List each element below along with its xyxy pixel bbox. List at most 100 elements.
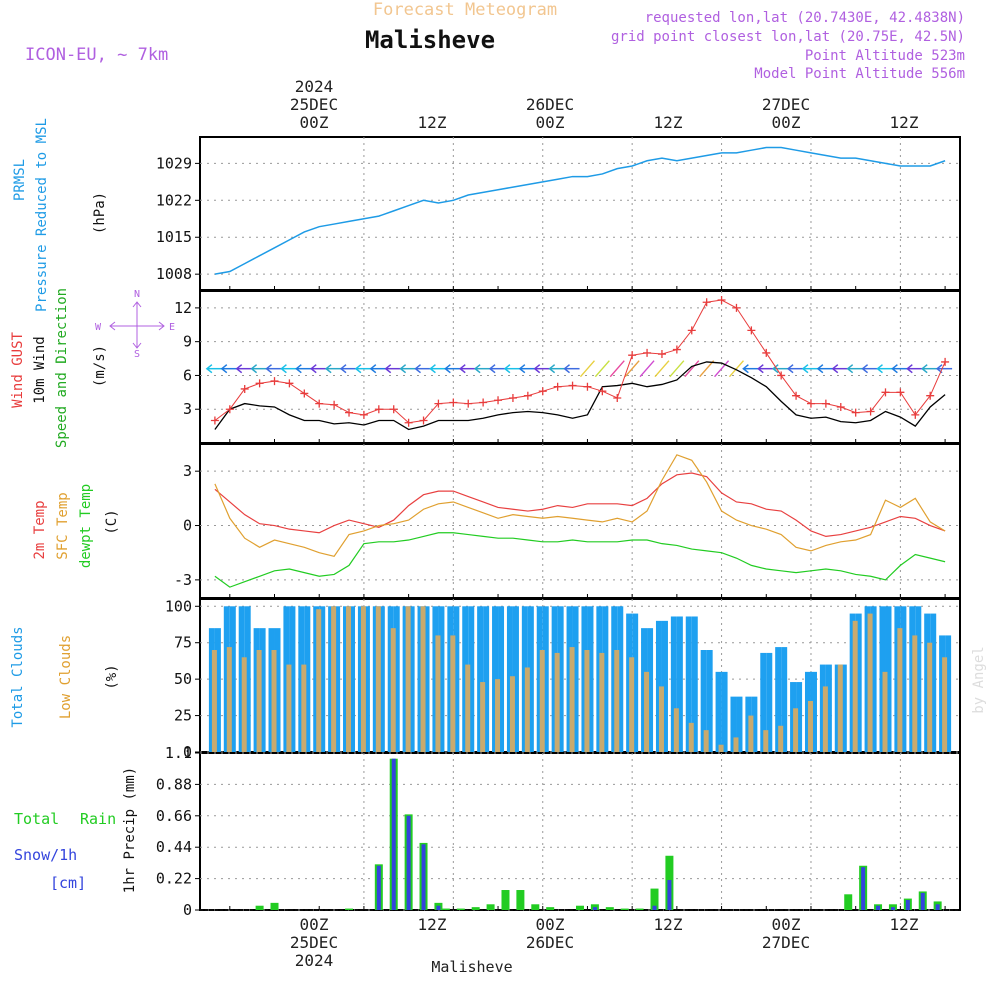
low-cloud-bar: [599, 652, 605, 752]
low-cloud-bar: [882, 671, 888, 752]
gust-marker: [702, 298, 711, 307]
total-cloud-bar: [438, 606, 445, 752]
total-cloud-bar: [542, 606, 549, 752]
wind-gust-label: Wind GUST: [10, 332, 26, 408]
gust-marker: [345, 408, 354, 417]
low-cloud-bar: [539, 650, 545, 752]
gust-marker: [583, 382, 592, 391]
low-cloud-bar: [822, 686, 828, 752]
total-cloud-bar: [334, 606, 341, 752]
low-cloud-bar: [346, 606, 352, 752]
pressure-line: [214, 146, 946, 275]
top-hour-label-3: 00Z: [536, 113, 565, 132]
wind-arrow: [699, 360, 715, 378]
low-cloud-bar: [942, 657, 948, 752]
total-cloud-bar: [512, 606, 519, 752]
rain-bar: [546, 907, 555, 910]
rain-bar: [844, 894, 853, 910]
gust-marker: [792, 391, 801, 400]
wind-arrow-head: [816, 364, 824, 374]
total-cloud-bar: [840, 664, 847, 752]
gust-marker: [777, 371, 786, 380]
low-cloud-bar: [331, 606, 337, 752]
wind-arrow: [714, 360, 730, 378]
wind-arrow-head: [235, 364, 243, 374]
gust-marker: [553, 382, 562, 391]
total-cloud-bar: [423, 606, 430, 752]
total-cloud-bar: [229, 606, 236, 752]
bottom-hour-label-1: 00Z: [300, 915, 329, 934]
low-cloud-bar: [495, 679, 501, 752]
wind-arrow: [594, 360, 610, 378]
wind-arrow: [684, 360, 700, 378]
wind-arrow-head: [280, 364, 287, 374]
low-cloud-bar: [271, 650, 277, 752]
total-cloud-bar: [587, 606, 594, 752]
total-cloud-bar: [766, 652, 773, 752]
total-cloud-bar: [244, 606, 251, 752]
compass-north: N: [134, 289, 140, 300]
bottom-day-label-2: 26DEC: [526, 933, 574, 952]
low-cloud-bar: [912, 635, 918, 752]
gust-marker: [389, 405, 398, 414]
wind-arrow-head: [324, 364, 332, 374]
temp-sfc-line: [214, 454, 946, 558]
rain-bar: [531, 904, 540, 910]
top-hour-label-6: 12Z: [890, 113, 919, 132]
y-tick-label: -3: [174, 571, 192, 589]
location-title: Malisheve: [365, 26, 495, 54]
total-cloud-bar: [259, 628, 266, 752]
gust-marker: [359, 410, 368, 419]
y-tick-label: 1022: [156, 191, 192, 209]
rain-bar: [486, 904, 495, 910]
total-clouds-label: Total Clouds: [10, 626, 26, 727]
y-tick-label: 1008: [156, 265, 192, 283]
wind-arrow: [624, 360, 640, 378]
snow-bar: [436, 905, 441, 910]
gust-marker: [836, 402, 845, 411]
temp-sfc-label: SFC Temp: [55, 492, 71, 559]
bottom-hour-label-5: 00Z: [772, 915, 801, 934]
wind-10m-label: 10m Wind: [32, 336, 48, 403]
gust-marker: [374, 405, 383, 414]
total-cloud-bar: [685, 616, 692, 752]
low-cloud-bar: [286, 664, 292, 752]
point-altitude: Point Altitude 523m: [805, 48, 965, 64]
snow-bar: [391, 758, 396, 910]
low-cloud-bar: [927, 642, 933, 752]
low-cloud-bar: [241, 657, 247, 752]
low-cloud-bar: [897, 628, 903, 752]
total-cloud-bar: [810, 671, 817, 752]
gust-marker: [449, 398, 458, 407]
bottom-year-label: 2024: [295, 951, 334, 970]
low-cloud-bar: [703, 730, 709, 752]
rain-bar: [635, 908, 644, 910]
total-cloud-bar: [647, 628, 654, 752]
wind-arrow-head: [846, 364, 854, 374]
total-cloud-bar: [527, 606, 534, 752]
gust-marker: [568, 381, 577, 390]
panel-frame-precipitation: [199, 752, 961, 911]
low-cloud-bar: [658, 686, 664, 752]
total-cloud-bar: [557, 606, 564, 752]
snow-bar: [890, 907, 895, 910]
gust-marker: [672, 345, 681, 354]
y-tick-label: 0.88: [156, 775, 192, 793]
pressure-label-long: Pressure Reduced to MSL: [34, 118, 50, 312]
gust-marker: [419, 416, 428, 425]
low-cloud-bar: [673, 708, 679, 752]
total-cloud-bar: [721, 671, 728, 752]
gust-marker: [285, 379, 294, 388]
gust-marker: [657, 350, 666, 359]
total-cloud-bar: [855, 613, 862, 752]
compass-icon: N S W E: [95, 289, 175, 360]
rain-bar: [576, 905, 584, 910]
gust-marker: [240, 384, 249, 393]
snow-bar: [905, 900, 910, 910]
bottom-day-label-1: 25DEC: [290, 933, 338, 952]
total-cloud-bar: [945, 635, 952, 752]
snow-bar: [652, 905, 657, 910]
total-cloud-bar: [730, 696, 737, 752]
wind-arrow-head: [786, 364, 794, 374]
wind-speed-line: [214, 361, 946, 431]
